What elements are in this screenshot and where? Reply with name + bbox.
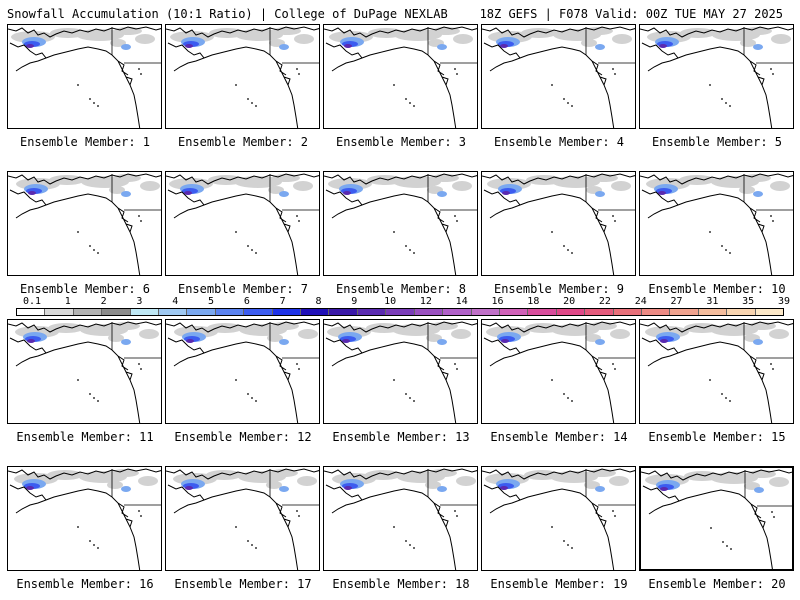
colorbar-swatch (670, 309, 699, 315)
colorbar-tick-label: 31 (706, 296, 719, 307)
colorbar-tick-label: 4 (172, 296, 179, 307)
colorbar-swatch (244, 309, 273, 315)
ensemble-member-map[interactable] (323, 466, 478, 571)
ensemble-member-label: Ensemble Member: 18 (332, 577, 470, 591)
ensemble-member-label: Ensemble Member: 15 (648, 430, 786, 444)
ensemble-member-label: Ensemble Member: 13 (332, 430, 470, 444)
colorbar-tick-label: 0.1 (22, 296, 42, 307)
ensemble-member-map[interactable] (323, 319, 478, 424)
colorbar-swatch (443, 309, 472, 315)
colorbar-tick-label: 18 (527, 296, 540, 307)
ensemble-member-map[interactable] (481, 171, 636, 276)
colorbar-swatch (215, 309, 245, 315)
colorbar-tick-label: 6 (243, 296, 250, 307)
colorbar-swatch (528, 309, 557, 315)
ensemble-member-label: Ensemble Member: 14 (490, 430, 628, 444)
colorbar-tick-label: 3 (136, 296, 143, 307)
colorbar-tick-label: 10 (384, 296, 397, 307)
ensemble-member-label: Ensemble Member: 20 (648, 577, 786, 591)
colorbar-tick-label: 12 (419, 296, 432, 307)
colorbar-tick-label: 9 (351, 296, 358, 307)
ensemble-member-map[interactable] (639, 319, 794, 424)
ensemble-member-map[interactable] (639, 171, 794, 276)
ensemble-member-label: Ensemble Member: 7 (177, 282, 309, 296)
colorbar-tick-label: 1 (64, 296, 71, 307)
colorbar-tick-label: 35 (742, 296, 755, 307)
colorbar-swatch (414, 309, 444, 315)
colorbar-tick-label: 27 (670, 296, 683, 307)
ensemble-member-map[interactable] (639, 466, 794, 571)
colorbar-tick-label: 14 (455, 296, 468, 307)
ensemble-member-label: Ensemble Member: 19 (490, 577, 628, 591)
snowfall-colorbar (16, 308, 784, 316)
colorbar-swatch (73, 309, 103, 315)
colorbar-swatch (386, 309, 415, 315)
ensemble-member-map[interactable] (481, 319, 636, 424)
colorbar-swatch (727, 309, 756, 315)
colorbar-tick-label: 39 (777, 296, 791, 307)
colorbar-tick-label: 7 (279, 296, 286, 307)
ensemble-member-map[interactable] (481, 466, 636, 571)
ensemble-member-label: Ensemble Member: 17 (174, 577, 312, 591)
colorbar-tick-labels: 0.1 1 2 3 4 5 6 7 8 9 10 12 14 16 18 20 22 24 27 31 35 39 (16, 296, 790, 308)
colorbar-swatch (585, 309, 614, 315)
colorbar-swatch (471, 309, 500, 315)
colorbar-swatch (357, 309, 387, 315)
ensemble-member-map[interactable] (7, 171, 162, 276)
ensemble-member-label: Ensemble Member: 2 (177, 135, 309, 149)
colorbar-swatch (301, 309, 330, 315)
colorbar-swatch (499, 309, 529, 315)
ensemble-member-label: Ensemble Member: 3 (335, 135, 467, 149)
ensemble-member-label: Ensemble Member: 6 (19, 282, 151, 296)
ensemble-member-label: Ensemble Member: 8 (335, 282, 467, 296)
ensemble-member-map[interactable] (165, 466, 320, 571)
ensemble-member-label: Ensemble Member: 12 (174, 430, 312, 444)
ensemble-member-label: Ensemble Member: 10 (648, 282, 786, 296)
ensemble-member-label: Ensemble Member: 16 (16, 577, 154, 591)
ensemble-member-map[interactable] (481, 24, 636, 129)
ensemble-member-map[interactable] (7, 24, 162, 129)
colorbar-swatch (755, 309, 783, 315)
valid-time-title: 18Z GEFS | F078 Valid: 00Z TUE MAY 27 20… (479, 7, 783, 21)
ensemble-member-map[interactable] (323, 24, 478, 129)
ensemble-member-map[interactable] (165, 171, 320, 276)
colorbar-swatch (613, 309, 642, 315)
colorbar-swatch (45, 309, 74, 315)
ensemble-member-map[interactable] (165, 24, 320, 129)
ensemble-member-label: Ensemble Member: 5 (651, 135, 783, 149)
ensemble-member-map[interactable] (323, 171, 478, 276)
colorbar-swatch (17, 309, 46, 315)
ensemble-member-map[interactable] (165, 319, 320, 424)
colorbar-swatch (641, 309, 671, 315)
colorbar-swatch (329, 309, 358, 315)
colorbar-tick-label: 8 (315, 296, 322, 307)
colorbar-swatch (130, 309, 160, 315)
colorbar-swatch (698, 309, 728, 315)
ensemble-member-label: Ensemble Member: 11 (16, 430, 154, 444)
colorbar-tick-label: 24 (634, 296, 647, 307)
ensemble-member-map[interactable] (7, 466, 162, 571)
map-title: Snowfall Accumulation (10:1 Ratio) | Col… (7, 7, 448, 21)
colorbar-tick-label: 2 (100, 296, 107, 307)
colorbar-swatch (272, 309, 302, 315)
ensemble-member-label: Ensemble Member: 9 (493, 282, 625, 296)
colorbar-swatch (556, 309, 586, 315)
colorbar-tick-label: 22 (598, 296, 611, 307)
ensemble-member-map[interactable] (7, 319, 162, 424)
colorbar-swatch (159, 309, 188, 315)
colorbar-tick-label: 20 (563, 296, 576, 307)
ensemble-member-label: Ensemble Member: 4 (493, 135, 625, 149)
colorbar-tick-label: 16 (491, 296, 504, 307)
ensemble-member-map[interactable] (639, 24, 794, 129)
colorbar-tick-label: 5 (208, 296, 215, 307)
ensemble-member-label: Ensemble Member: 1 (19, 135, 151, 149)
colorbar-swatch (187, 309, 216, 315)
colorbar-swatch (102, 309, 131, 315)
